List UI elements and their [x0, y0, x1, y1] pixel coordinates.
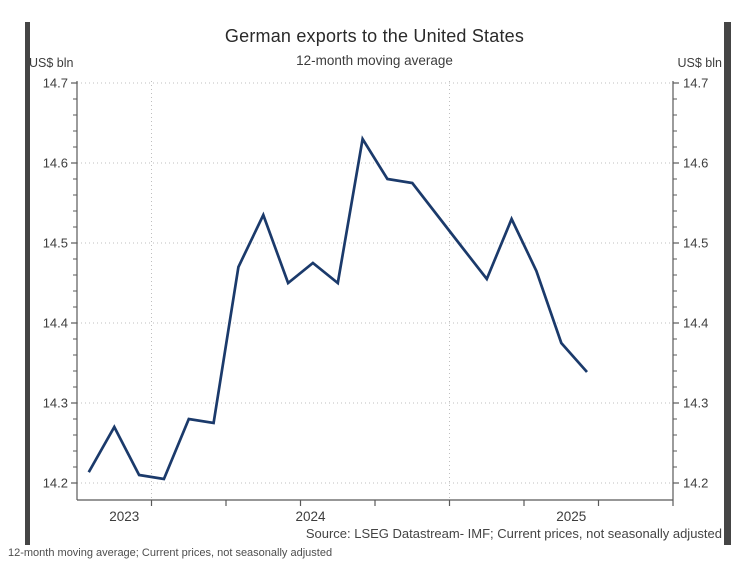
chart-title: German exports to the United States — [224, 26, 525, 46]
y-tick-label-right: 14.3 — [683, 396, 708, 411]
x-year-label: 2024 — [295, 509, 326, 524]
x-year-label: 2025 — [556, 509, 586, 524]
y-tick-label-left: 14.7 — [43, 76, 68, 91]
footnote: 12-month moving average; Current prices,… — [8, 547, 333, 559]
y-tick-label-right: 14.2 — [683, 476, 708, 491]
y-tick-label-left: 14.2 — [43, 476, 68, 491]
left-frame-bar — [25, 22, 30, 545]
y-tick-label-right: 14.4 — [683, 316, 708, 331]
source-credit: Source: LSEG Datastream- IMF; Current pr… — [305, 526, 722, 541]
y-tick-label-left: 14.5 — [43, 236, 68, 251]
chart-subtitle: 12-month moving average — [296, 53, 453, 68]
y-tick-label-left: 14.6 — [43, 156, 68, 171]
y-axis-unit-label-right: US$ bln — [677, 56, 722, 70]
y-tick-label-right: 14.5 — [683, 236, 708, 251]
y-tick-label-right: 14.7 — [683, 76, 708, 91]
right-frame-bar — [724, 22, 731, 545]
y-tick-label-left: 14.3 — [43, 396, 68, 411]
x-year-label: 2023 — [109, 509, 139, 524]
data-line-exports — [87, 135, 589, 481]
y-axis-unit-label-left: US$ bln — [29, 56, 74, 70]
y-tick-label-left: 14.4 — [43, 316, 68, 331]
y-tick-label-right: 14.6 — [683, 156, 708, 171]
